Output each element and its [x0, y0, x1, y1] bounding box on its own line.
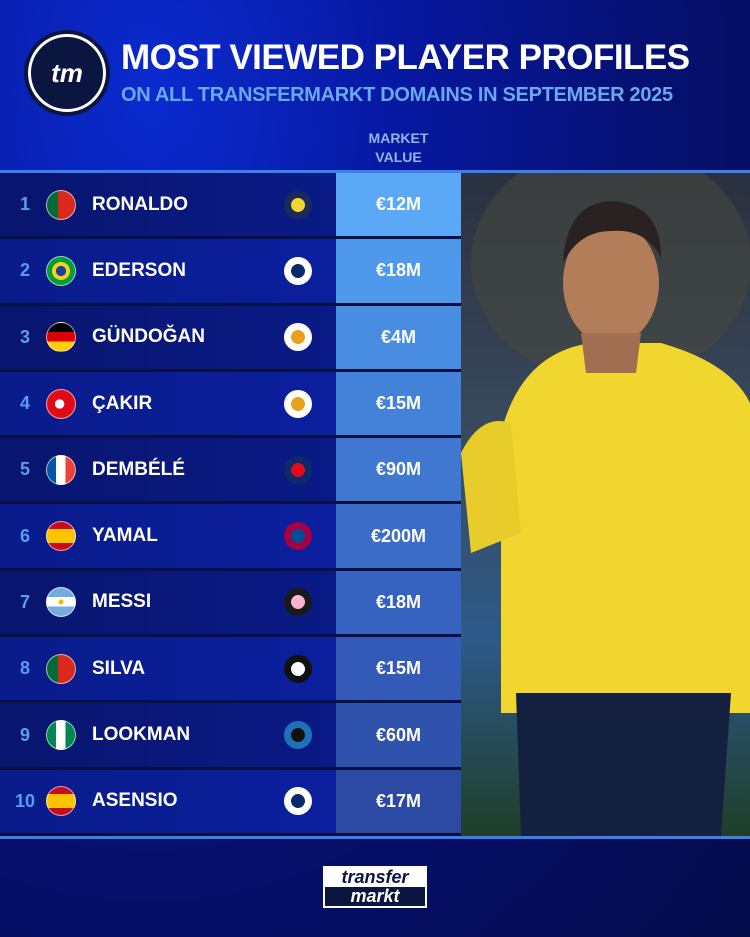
club-crest-icon [284, 389, 312, 418]
player-name: ASENSIO [92, 790, 178, 812]
flag-portugal-icon [46, 653, 76, 684]
club-crest-icon [284, 323, 312, 352]
flag-spain-icon [46, 521, 76, 552]
rank: 2 [19, 260, 30, 281]
divider-top [0, 170, 750, 173]
rank: 1 [19, 194, 30, 215]
flag-turkey-icon [46, 388, 76, 419]
market-value-header: MARKET VALUE [336, 129, 461, 167]
table-row: 8 SILVA €15M [0, 637, 461, 704]
table-row: 7 MESSI €18M [0, 570, 461, 638]
club-crest-icon [284, 654, 312, 683]
table-row: 2 EDERSON €18M [0, 239, 461, 306]
player-name: LOOKMAN [92, 724, 191, 746]
player-name: MESSI [92, 591, 152, 613]
club-crest-icon [284, 256, 312, 285]
rank: 3 [19, 326, 30, 347]
table-row: 10 ASENSIO €17M [0, 769, 461, 836]
table-row: 5 DEMBÉLÉ €90M [0, 438, 461, 505]
market-value-header-line2: VALUE [375, 149, 422, 165]
flag-brazil-icon [46, 255, 76, 286]
market-value: €12M [336, 173, 461, 237]
market-value: €200M [336, 504, 461, 568]
flag-spain-icon [46, 786, 76, 817]
player-name: ÇAKIR [92, 392, 153, 414]
flag-france-icon [46, 454, 76, 485]
table-row: 3 GÜNDOĞAN €4M [0, 305, 461, 372]
page-title: MOST VIEWED PLAYER PROFILES [121, 38, 690, 77]
flag-germany-icon [46, 322, 76, 353]
market-value: €90M [336, 438, 461, 502]
market-value: €18M [336, 570, 461, 635]
transfermarkt-logo: transfer markt [323, 866, 427, 908]
player-name: YAMAL [92, 525, 158, 547]
player-name: DEMBÉLÉ [92, 458, 185, 480]
tm-logo-text: tm [51, 57, 83, 88]
ranking-table: 1 RONALDO €12M 2 EDERSON €18M 3 GÜNDOĞAN… [0, 173, 461, 836]
market-value: €18M [336, 239, 461, 303]
rank: 4 [19, 393, 30, 414]
logo-top-text: transfer [325, 868, 425, 887]
market-value: €15M [336, 637, 461, 701]
player-name: RONALDO [92, 193, 189, 215]
page-subtitle: ON ALL TRANSFERMARKT DOMAINS IN SEPTEMBE… [121, 84, 673, 106]
player-name: GÜNDOĞAN [92, 326, 205, 348]
club-crest-icon [284, 721, 312, 750]
rank: 10 [14, 790, 36, 811]
player-photo [461, 173, 750, 836]
rank: 7 [19, 591, 30, 612]
club-crest-icon [284, 455, 312, 484]
table-row: 9 LOOKMAN €60M [0, 703, 461, 770]
market-value: €17M [336, 769, 461, 833]
tm-logo: tm [28, 34, 106, 112]
table-row: 1 RONALDO €12M [0, 173, 461, 240]
player-name: EDERSON [92, 259, 186, 281]
market-value: €15M [336, 371, 461, 436]
club-crest-icon [284, 522, 312, 551]
flag-argentina-icon [46, 587, 76, 618]
logo-bottom-text: markt [325, 887, 425, 906]
flag-nigeria-icon [46, 720, 76, 751]
market-value-header-line1: MARKET [368, 130, 429, 146]
market-value: €4M [336, 305, 461, 369]
rank: 9 [19, 724, 30, 745]
table-row: 6 YAMAL €200M [0, 504, 461, 571]
flag-portugal-icon [46, 189, 76, 220]
club-crest-icon [284, 787, 312, 816]
rank: 6 [19, 525, 30, 546]
divider-bottom [0, 836, 750, 839]
club-crest-icon [284, 588, 312, 617]
rank: 8 [19, 658, 30, 679]
player-name: SILVA [92, 657, 146, 679]
market-value: €60M [336, 703, 461, 767]
club-crest-icon [284, 190, 312, 219]
rank: 5 [19, 459, 30, 480]
table-row: 4 ÇAKIR €15M [0, 371, 461, 439]
